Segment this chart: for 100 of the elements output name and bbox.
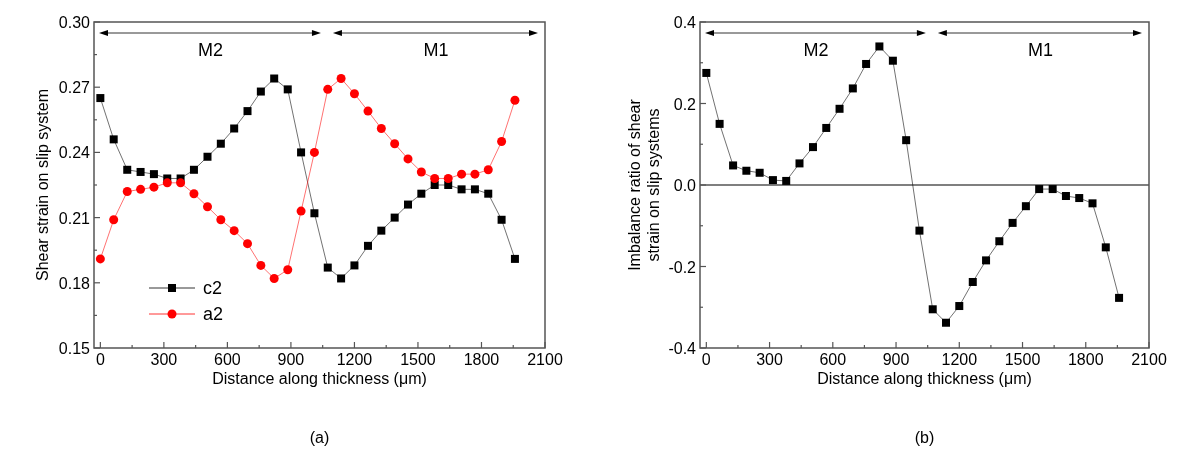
point: [915, 226, 924, 235]
point: [862, 59, 871, 68]
y-tick-label: 0.0: [673, 177, 697, 194]
point: [230, 124, 239, 133]
y-axis-title: Shear strain on slip system: [34, 88, 51, 282]
point: [782, 176, 791, 185]
annotation: M1: [423, 40, 449, 60]
point: [955, 302, 964, 311]
point: [1021, 202, 1030, 211]
point: [928, 305, 937, 314]
point: [483, 165, 493, 175]
point: [1075, 194, 1084, 203]
point: [243, 239, 253, 249]
point: [136, 167, 145, 176]
x-tick-label: 900: [882, 351, 910, 368]
y-tick-label: 0.15: [58, 340, 91, 357]
point: [96, 94, 105, 103]
point: [189, 189, 199, 199]
point: [162, 178, 172, 188]
point: [337, 274, 346, 283]
x-tick-label: 0: [701, 351, 711, 368]
legend-label: a2: [203, 304, 224, 324]
point: [309, 147, 319, 157]
y-tick-label: 0.18: [58, 274, 91, 292]
point: [742, 166, 751, 175]
point: [297, 148, 306, 157]
point: [350, 261, 359, 270]
point: [888, 56, 897, 65]
point: [835, 104, 844, 113]
point: [216, 139, 225, 148]
point: [323, 263, 332, 272]
x-tick-label: 300: [150, 351, 178, 368]
point: [136, 184, 146, 194]
point: [443, 173, 453, 183]
point: [430, 173, 440, 183]
x-tick-label: 2100: [527, 351, 563, 368]
point: [1008, 218, 1017, 227]
x-tick-label: 1800: [463, 351, 500, 368]
point: [795, 159, 804, 168]
point: [283, 85, 292, 94]
x-tick-label: 600: [819, 351, 847, 368]
y-tick-label: -0.2: [668, 258, 697, 276]
point: [848, 84, 857, 93]
point: [404, 200, 413, 209]
point: [403, 154, 413, 164]
point: [390, 139, 400, 149]
point: [715, 119, 724, 128]
x-tick-label: 2100: [1131, 351, 1167, 368]
point: [336, 74, 346, 84]
point: [363, 241, 372, 250]
y-tick-label: 0.30: [58, 14, 91, 31]
point: [122, 187, 132, 197]
point: [942, 318, 950, 327]
point: [1115, 293, 1124, 302]
legend-label: c2: [203, 278, 223, 298]
point: [702, 68, 711, 77]
y-tick-label: 0.21: [58, 209, 91, 227]
point: [510, 254, 519, 263]
point: [149, 182, 159, 192]
point: [283, 265, 293, 275]
x-tick-label: 1800: [1067, 351, 1104, 368]
point: [497, 215, 506, 224]
x-tick-label: 900: [277, 351, 305, 368]
point: [310, 209, 319, 218]
x-tick-label: 0: [95, 351, 105, 368]
point: [95, 254, 105, 264]
point: [377, 226, 386, 235]
text: (a): [309, 429, 330, 446]
y-tick-label: 0.4: [673, 14, 697, 31]
x-axis-title: Distance along thickness (μm): [212, 370, 427, 387]
x-tick-label: 1200: [336, 351, 373, 368]
x-tick-label: 1500: [1004, 351, 1041, 368]
point: [390, 213, 399, 222]
point: [216, 215, 226, 225]
point: [123, 165, 132, 174]
point: [149, 170, 158, 179]
point: [768, 176, 777, 185]
x-tick-label: 1200: [941, 351, 978, 368]
point: [243, 107, 252, 116]
point: [296, 206, 306, 216]
y-axis-title: Imbalance ratio of shear strain on slip systems: [626, 98, 662, 271]
point: [1088, 199, 1097, 208]
point: [1061, 192, 1070, 200]
point: [822, 123, 831, 132]
point: [363, 106, 373, 116]
point: [982, 256, 991, 265]
point: [349, 89, 359, 99]
annotation: M1: [1027, 40, 1053, 60]
point: [189, 165, 198, 174]
point: [417, 189, 426, 198]
point: [484, 189, 493, 198]
point: [875, 42, 884, 51]
point: [457, 169, 467, 179]
point: [323, 84, 333, 94]
x-tick-label: 1500: [400, 351, 436, 368]
x-axis-title: Distance along thickness (μm): [817, 370, 1032, 387]
point: [229, 226, 239, 236]
x-tick-label: 600: [214, 351, 241, 368]
y-tick-label: 0.27: [58, 79, 91, 97]
point: [729, 161, 738, 170]
